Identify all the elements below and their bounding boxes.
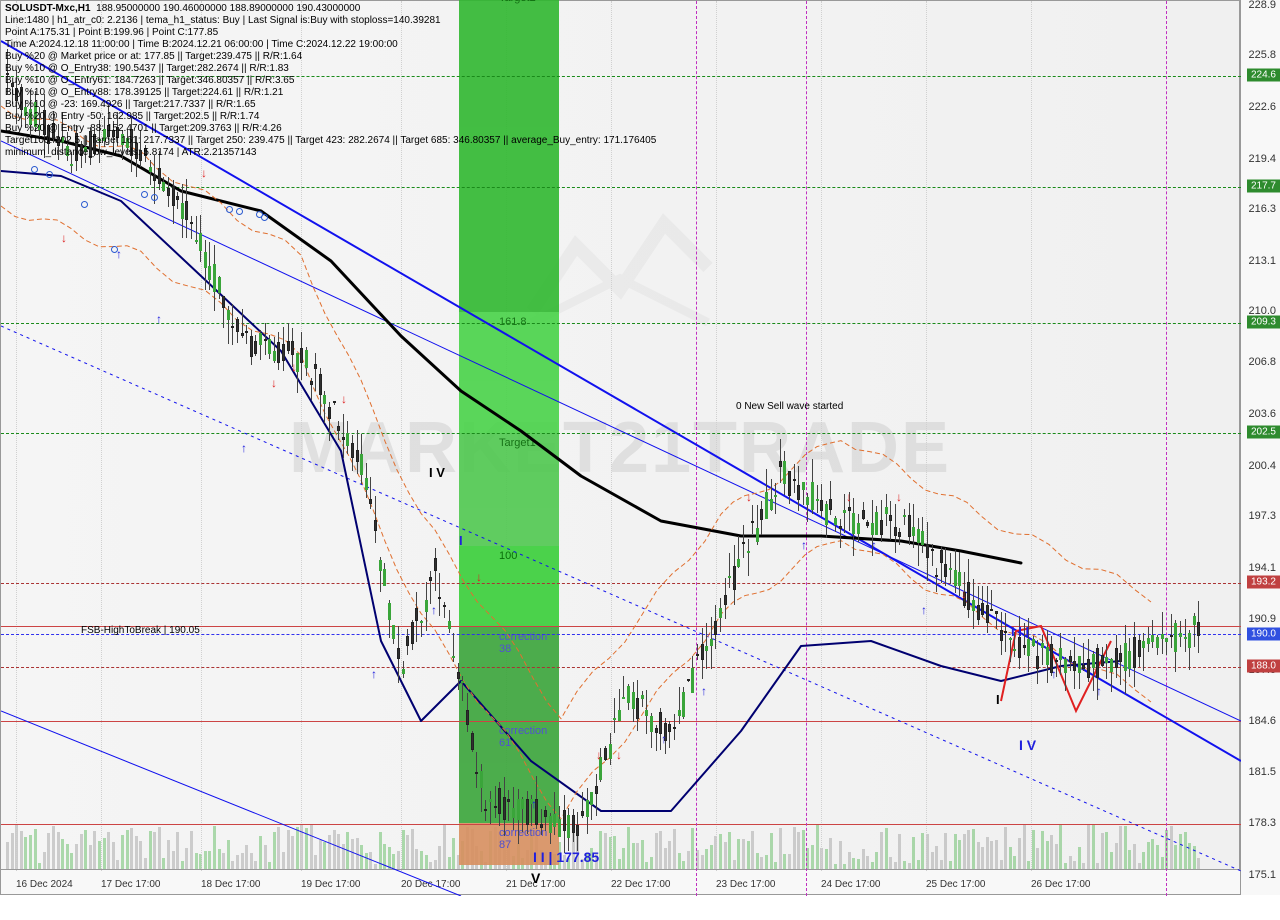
buy-arrow-icon: ↑	[921, 603, 927, 617]
buy-arrow-icon: ↑	[871, 538, 877, 552]
info-line: Target100: 202.5 || Target 161: 217.7337…	[5, 135, 656, 146]
signal-dot-icon	[226, 206, 233, 213]
chart-annotation: I I | 177.85	[533, 849, 599, 865]
info-line: Point A:175.31 | Point B:199.96 | Point …	[5, 27, 218, 38]
info-line: Buy %10 @ -23: 169.4926 || Target:217.73…	[5, 99, 256, 110]
price-tick: 197.3	[1248, 510, 1276, 522]
signal-dot-icon	[236, 208, 243, 215]
signal-dot-icon	[46, 171, 53, 178]
buy-arrow-icon: ↑	[371, 667, 377, 681]
price-tick: 184.6	[1248, 715, 1276, 727]
info-line: Time A:2024.12.18 11:00:00 | Time B:2024…	[5, 39, 398, 50]
info-line: Line:1480 | h1_atr_c0: 2.2136 | tema_h1_…	[5, 15, 441, 26]
price-badge: 202.5	[1247, 425, 1280, 438]
price-tick: 175.1	[1248, 869, 1276, 881]
buy-arrow-icon: ↑	[531, 797, 537, 811]
sell-arrow-icon: ↓	[896, 490, 902, 504]
signal-dot-icon	[151, 194, 158, 201]
signal-dot-icon	[81, 201, 88, 208]
price-badge: 190.0	[1247, 628, 1280, 641]
info-line: Buy %20 @ Entry -50: 162.985 || Target:2…	[5, 111, 259, 122]
sell-arrow-icon: ↓	[476, 570, 482, 584]
price-tick: 206.8	[1248, 356, 1276, 368]
buy-arrow-icon: ↑	[1096, 684, 1102, 698]
chart-annotation: I	[459, 533, 463, 548]
chart-annotation: I V	[1019, 737, 1036, 753]
price-tick: 219.4	[1248, 153, 1276, 165]
chart-annotation: I I I	[1011, 624, 1029, 639]
sell-arrow-icon: ↓	[201, 166, 207, 180]
info-line: Buy %10 @ O_Entry88: 178.39125 || Target…	[5, 87, 283, 98]
buy-arrow-icon: ↑	[661, 732, 667, 746]
price-badge: 209.3	[1247, 315, 1280, 328]
info-line: Buy %20 @ Market price or at: 177.85 || …	[5, 51, 302, 62]
signal-dot-icon	[141, 191, 148, 198]
info-line: Buy %20 @ Entry -88: 152.4701 || Target:…	[5, 123, 282, 134]
sell-arrow-icon: ↓	[291, 360, 297, 374]
price-tick: 200.4	[1248, 460, 1276, 472]
buy-arrow-icon: ↑	[241, 441, 247, 455]
chart-annotation: I	[996, 692, 1000, 707]
price-tick: 194.1	[1248, 562, 1276, 574]
sell-arrow-icon: ↓	[846, 490, 852, 504]
sell-arrow-icon: ↓	[61, 231, 67, 245]
buy-arrow-icon: ↑	[1051, 667, 1057, 681]
price-tick: 181.5	[1248, 766, 1276, 778]
price-tick: 213.1	[1248, 255, 1276, 267]
signal-dot-icon	[261, 214, 268, 221]
info-line: minimum_distance_bw_levels: 5.8174 | ATR…	[5, 147, 256, 158]
price-badge: 217.7	[1247, 180, 1280, 193]
info-line: Buy %10 @ O_Entry61: 184.7263 || Target:…	[5, 75, 294, 86]
price-badge: 188.0	[1247, 660, 1280, 673]
chart-area[interactable]: MARKET21TRADE Target2161.8Target1100corr…	[0, 0, 1240, 895]
symbol-header: SOLUSDT-Mxc,H1 188.95000000 190.46000000…	[5, 3, 360, 14]
price-tick: 203.6	[1248, 408, 1276, 420]
price-tick: 222.6	[1248, 101, 1276, 113]
price-tick: 228.9	[1248, 0, 1276, 11]
buy-arrow-icon: ↑	[801, 538, 807, 552]
chart-annotation: FSB-HighToBreak | 190.05	[81, 625, 200, 636]
buy-arrow-icon: ↑	[431, 603, 437, 617]
price-axis: 228.9225.8222.6219.4216.3213.1210.0206.8…	[1240, 0, 1280, 895]
signal-dot-icon	[31, 166, 38, 173]
buy-arrow-icon: ↑	[156, 312, 162, 326]
price-tick: 216.3	[1248, 203, 1276, 215]
sell-arrow-icon: ↓	[616, 748, 622, 762]
chart-annotation: 0 New Sell wave started	[736, 401, 843, 412]
buy-arrow-icon: ↑	[701, 684, 707, 698]
chart-annotation: V	[531, 870, 540, 886]
price-tick: 178.3	[1248, 817, 1276, 829]
price-badge: 193.2	[1247, 576, 1280, 589]
sell-arrow-icon: ↓	[341, 392, 347, 406]
info-line: Buy %10 @ O_Entry38: 190.5437 || Target:…	[5, 63, 289, 74]
price-tick: 190.9	[1248, 613, 1276, 625]
sell-arrow-icon: ↓	[746, 490, 752, 504]
price-badge: 224.6	[1247, 68, 1280, 81]
sell-arrow-icon: ↓	[271, 376, 277, 390]
signal-dot-icon	[111, 246, 118, 253]
chart-annotation: I V	[429, 465, 445, 480]
sell-arrow-icon: ↓	[961, 587, 967, 601]
sell-arrow-icon: ↓	[596, 748, 602, 762]
price-tick: 225.8	[1248, 49, 1276, 61]
